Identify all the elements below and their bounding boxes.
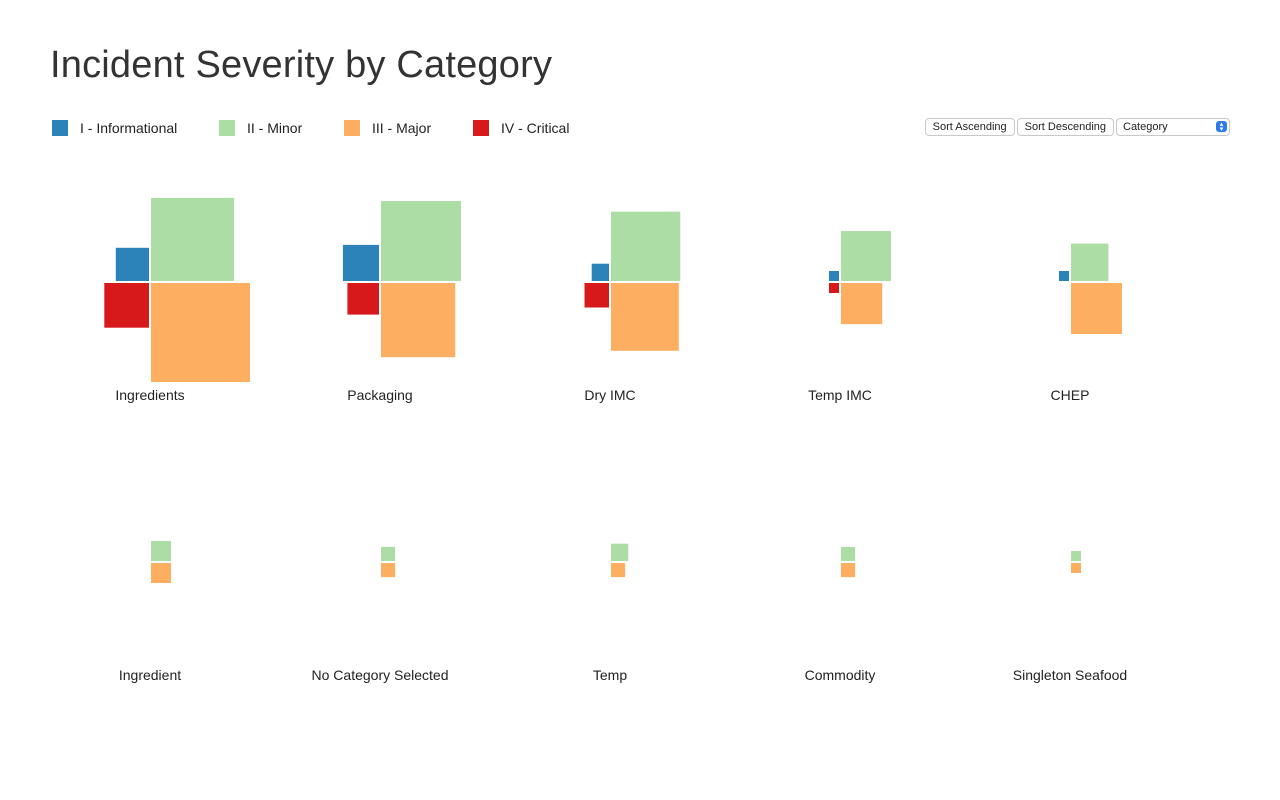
square-major[interactable] [841,563,856,578]
category-label: Dry IMC [584,387,635,403]
chevron-updown-icon: ▴ ▾ [1216,121,1227,133]
legend-label-critical: IV - Critical [501,120,570,136]
square-informational[interactable] [1059,271,1069,281]
category-label: Temp [593,667,627,683]
category-group-chep: CHEP [1051,243,1122,403]
category-group-temp: Temp [593,543,629,683]
legend-swatch-critical [473,120,489,136]
sort-descending-button[interactable]: Sort Descending [1016,118,1114,136]
legend-swatch-informational [52,120,68,136]
square-critical[interactable] [829,283,839,293]
sort-controls: Sort Ascending Sort Descending Category … [924,118,1230,136]
legend-label-informational: I - Informational [80,120,178,136]
square-informational[interactable] [115,247,149,281]
square-informational[interactable] [342,244,379,281]
category-group-packaging: Packaging [342,201,461,403]
square-minor[interactable] [381,546,396,561]
category-group-dry-imc: Dry IMC [584,211,681,403]
square-critical[interactable] [347,283,379,315]
square-minor[interactable] [841,546,856,561]
legend-label-minor: II - Minor [247,120,303,136]
category-label: Packaging [347,387,412,403]
legend-label-major: III - Major [372,120,432,136]
category-group-commodity: Commodity [805,546,876,683]
category-label: Temp IMC [808,387,872,403]
square-major[interactable] [611,563,626,578]
category-label: Singleton Seafood [1013,667,1127,683]
sort-field-value: Category [1123,121,1168,133]
square-minor[interactable] [611,211,681,281]
square-minor[interactable] [381,201,461,281]
category-label: Ingredients [115,387,184,403]
square-informational[interactable] [829,271,839,281]
square-critical[interactable] [104,283,149,328]
category-group-temp-imc: Temp IMC [808,231,891,403]
square-informational[interactable] [591,263,609,281]
square-minor[interactable] [151,541,171,561]
category-group-singleton-seafood: Singleton Seafood [1013,551,1127,683]
sort-ascending-button[interactable]: Sort Ascending [924,118,1015,136]
square-minor[interactable] [151,197,235,281]
square-major[interactable] [841,283,883,325]
square-minor[interactable] [1071,551,1081,561]
square-minor[interactable] [841,231,891,281]
square-critical[interactable] [584,283,610,308]
legend-swatch-minor [219,120,235,136]
sort-field-select[interactable]: Category ▴ ▾ [1116,118,1230,136]
category-label: No Category Selected [312,667,449,683]
square-major[interactable] [611,283,679,351]
category-label: Ingredient [119,667,181,683]
square-major[interactable] [381,563,396,578]
square-minor[interactable] [1071,243,1109,281]
square-major[interactable] [1071,563,1081,573]
category-group-ingredients: Ingredients [104,197,250,403]
category-label: Commodity [805,667,876,683]
square-major[interactable] [151,283,250,382]
page-title: Incident Severity by Category [50,44,553,86]
square-major[interactable] [381,283,456,358]
square-major[interactable] [151,563,171,583]
legend-swatch-major [344,120,360,136]
category-label: CHEP [1051,387,1090,403]
square-major[interactable] [1071,283,1122,334]
category-group-no-category-selected: No Category Selected [312,546,449,683]
category-group-ingredient: Ingredient [119,541,181,683]
square-minor[interactable] [611,543,629,561]
